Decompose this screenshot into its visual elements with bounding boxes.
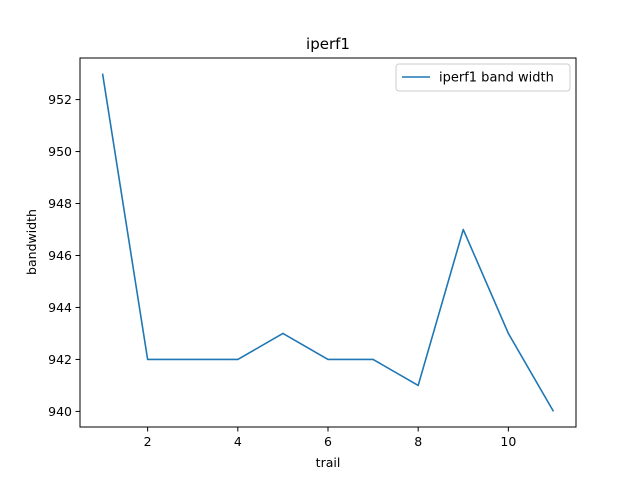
legend-box	[395, 63, 571, 92]
y-tick-label: 940	[48, 404, 72, 419]
legend-entry-label: iperf1 band width	[439, 71, 554, 86]
y-tick-label: 946	[48, 248, 72, 263]
x-axis-label: trail	[316, 455, 341, 470]
y-tick-label: 948	[48, 196, 72, 211]
legend: iperf1 band width	[395, 63, 571, 92]
chart-title: iperf1	[306, 35, 350, 53]
x-tick-label: 2	[144, 434, 152, 449]
series-line	[101, 73, 555, 412]
x-tick-label: 8	[414, 434, 422, 449]
y-tick-label: 942	[48, 352, 72, 367]
x-tick-label: 10	[500, 434, 516, 449]
y-tick-label: 950	[48, 144, 72, 159]
y-tick-label: 952	[48, 92, 72, 107]
plot-frame	[79, 57, 577, 428]
series-layer	[101, 73, 555, 412]
y-axis-label: bandwidth	[24, 209, 39, 275]
y-axis-ticks: 940 942 944 946 948 950 952	[48, 92, 80, 419]
y-tick-label: 944	[48, 300, 72, 315]
x-axis-ticks: 2 4 6 8 10	[144, 427, 516, 449]
x-tick-label: 6	[324, 434, 332, 449]
x-tick-label: 4	[234, 434, 242, 449]
